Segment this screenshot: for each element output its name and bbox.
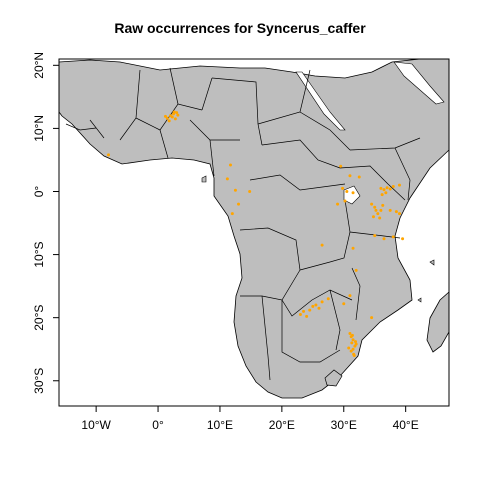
occurrence-point	[382, 188, 386, 192]
occurrence-point	[176, 113, 180, 117]
x-tick-label: 10°E	[207, 418, 233, 432]
occurrence-point	[339, 164, 343, 168]
madagascar	[426, 291, 449, 353]
occurrence-point	[320, 300, 324, 304]
occurrence-point	[397, 212, 401, 216]
x-tick-label: 0°	[152, 418, 164, 432]
occurrence-point	[370, 316, 374, 320]
occurrence-point	[354, 342, 358, 346]
x-tick-label: 30°E	[331, 418, 357, 432]
occurrence-point	[172, 110, 176, 114]
occurrence-point	[385, 186, 389, 190]
occurrence-point	[351, 191, 355, 195]
persian-gulf	[393, 61, 445, 105]
occurrence-point	[314, 303, 318, 307]
x-tick-label: 20°E	[269, 418, 295, 432]
x-tick-label: 40°E	[393, 418, 419, 432]
occurrence-point	[311, 304, 315, 308]
occurrence-point	[371, 215, 375, 219]
occurrence-point	[230, 212, 234, 216]
occurrence-point	[379, 186, 383, 190]
occurrence-point	[167, 119, 171, 123]
x-tick-label: 10°W	[81, 418, 111, 432]
occurrence-point	[302, 309, 306, 313]
occurrence-point	[351, 246, 355, 250]
occurrence-point	[225, 177, 229, 181]
occurrence-point	[343, 199, 347, 203]
occurrence-point	[376, 212, 380, 216]
occurrence-point	[349, 349, 353, 353]
occurrence-point	[248, 189, 252, 193]
occurrence-point	[298, 313, 302, 317]
occurrence-point	[374, 208, 378, 212]
occurrence-point	[388, 208, 392, 212]
occurrence-point	[175, 111, 179, 115]
occurrence-point	[350, 333, 354, 337]
y-tick-label: 10°S	[32, 242, 46, 268]
y-axis: 20°N 10°N 0° 10°S 20°S 30°S	[32, 52, 59, 394]
occurrence-point	[391, 235, 395, 239]
occurrence-point	[228, 163, 232, 167]
red-sea	[295, 71, 346, 131]
occurrence-point	[373, 205, 377, 209]
occurrence-point	[348, 174, 352, 178]
occurrence-point	[378, 216, 382, 220]
occurrence-point	[341, 186, 345, 190]
occurrence-point	[170, 115, 174, 119]
occurrence-point	[351, 338, 355, 342]
occurrence-point	[348, 331, 352, 335]
country-borders	[65, 67, 421, 381]
occurrence-point	[350, 341, 354, 345]
occurrence-point	[163, 114, 167, 118]
occurrence-point	[336, 202, 340, 206]
occurrence-point	[357, 175, 361, 179]
lake-victoria	[343, 185, 361, 205]
occurrence-point	[373, 234, 377, 238]
occurrence-point	[165, 116, 169, 120]
occurrence-point	[401, 237, 405, 241]
occurrence-point	[351, 347, 355, 351]
small-islands	[201, 175, 435, 303]
occurrence-point	[388, 187, 392, 191]
y-tick-label: 0°	[32, 186, 46, 198]
occurrence-point	[317, 306, 321, 310]
occurrence-point	[308, 308, 312, 312]
occurrence-point	[342, 302, 346, 306]
occurrence-point	[320, 243, 324, 247]
x-axis: 10°W 0° 10°E 20°E 30°E 40°E	[81, 406, 419, 432]
occurrence-point	[379, 208, 383, 212]
occurrence-point	[391, 184, 395, 188]
occurrence-point	[347, 346, 351, 350]
occurrence-points	[107, 110, 405, 358]
occurrence-point	[233, 188, 237, 192]
y-tick-label: 20°N	[32, 52, 46, 79]
occurrence-point	[394, 210, 398, 214]
occurrence-point	[381, 203, 385, 207]
occurrence-point	[107, 153, 111, 157]
map-title: Raw occurrences for Syncerus_caffer	[114, 20, 366, 36]
occurrence-point	[354, 268, 358, 272]
occurrence-point	[345, 189, 349, 193]
occurrence-point	[352, 354, 356, 358]
occurrence-point	[326, 297, 330, 301]
occurrence-point	[382, 237, 386, 241]
y-tick-label: 20°S	[32, 305, 46, 331]
occurrence-point	[384, 191, 388, 195]
map-layer	[59, 59, 449, 399]
occurrence-point	[305, 314, 309, 318]
occurrence-point	[380, 193, 384, 197]
occurrence-point	[397, 183, 401, 187]
y-tick-label: 10°N	[32, 115, 46, 142]
occurrence-point	[348, 294, 352, 298]
occurrence-point	[370, 202, 374, 206]
occurrence-point	[173, 117, 177, 121]
lesotho	[324, 369, 343, 387]
y-tick-label: 30°S	[32, 368, 46, 394]
occurrence-point	[237, 202, 241, 206]
map-frame	[58, 58, 450, 407]
occurrence-point	[354, 340, 358, 344]
